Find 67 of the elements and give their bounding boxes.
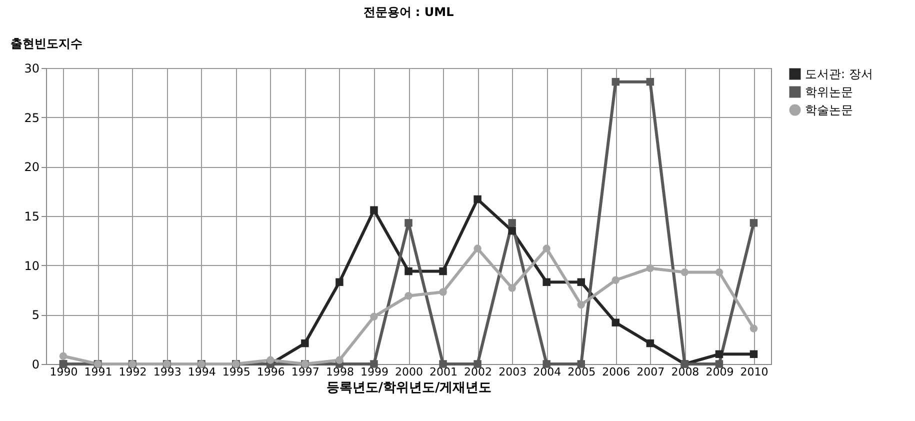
legend-label: 학술논문 — [805, 103, 853, 117]
point — [612, 276, 620, 284]
point — [439, 267, 447, 276]
x-tick-label: 2008 — [671, 366, 700, 378]
x-tick-label: 1995 — [222, 366, 250, 378]
point — [266, 356, 274, 364]
y-tick-label: 15 — [24, 210, 40, 224]
point — [336, 278, 344, 286]
x-tick-label: 1993 — [153, 366, 182, 378]
point — [370, 312, 378, 321]
y-tick-label: 0 — [32, 358, 40, 372]
point — [577, 278, 585, 286]
point — [646, 78, 654, 86]
x-tick-label: 2002 — [464, 366, 492, 378]
point — [612, 78, 620, 86]
x-axis-title: 등록년도/학위년도/게재년도 — [326, 380, 492, 396]
x-tick-label: 2003 — [498, 366, 527, 378]
point — [612, 318, 620, 326]
point — [750, 324, 758, 332]
x-tick-label: 2000 — [395, 366, 423, 378]
x-tick-label: 2010 — [740, 366, 768, 378]
point — [508, 219, 516, 227]
x-tick-label: 2004 — [533, 366, 562, 378]
point — [715, 350, 724, 358]
point — [750, 350, 758, 358]
point — [404, 292, 412, 300]
point — [542, 244, 550, 252]
point — [474, 195, 482, 204]
point — [336, 356, 344, 364]
x-tick-label: 1991 — [84, 366, 112, 378]
x-tick-label: 2001 — [430, 366, 458, 378]
x-tick-label: 1994 — [188, 366, 216, 378]
point — [646, 264, 654, 272]
point — [542, 278, 550, 286]
point — [404, 267, 412, 276]
x-tick-label: 1998 — [326, 366, 354, 378]
x-tick-label: 1999 — [360, 366, 388, 378]
point — [680, 268, 689, 276]
point — [646, 339, 654, 348]
x-tick-label: 2009 — [706, 366, 734, 378]
legend-label: 도서관: 장서 — [805, 67, 873, 81]
x-tick-label: 1992 — [118, 366, 147, 378]
point — [439, 288, 447, 296]
x-tick-label: 1996 — [256, 366, 285, 378]
y-axis-title: 출현빈도지수 — [10, 36, 82, 50]
x-tick-label: 1997 — [291, 366, 320, 378]
point — [370, 206, 378, 214]
point — [715, 268, 724, 276]
point — [750, 219, 758, 227]
point — [577, 300, 585, 309]
legend-label: 학위논문 — [805, 85, 853, 99]
x-tick-label: 2005 — [568, 366, 596, 378]
y-tick-label: 25 — [24, 110, 40, 125]
point — [508, 284, 516, 292]
point — [59, 352, 68, 360]
y-tick-label: 5 — [32, 308, 40, 322]
x-tick-label: 1990 — [50, 366, 78, 378]
y-tick-label: 10 — [24, 258, 40, 273]
point — [404, 219, 412, 227]
x-tick-label: 2006 — [602, 366, 630, 378]
y-tick-label: 30 — [24, 62, 40, 76]
point — [474, 244, 482, 252]
chart-title: 전문용어 : UML — [363, 5, 454, 19]
x-tick-label: 2007 — [636, 366, 665, 378]
y-tick-label: 20 — [24, 160, 40, 174]
point — [508, 226, 516, 235]
point — [301, 339, 309, 348]
